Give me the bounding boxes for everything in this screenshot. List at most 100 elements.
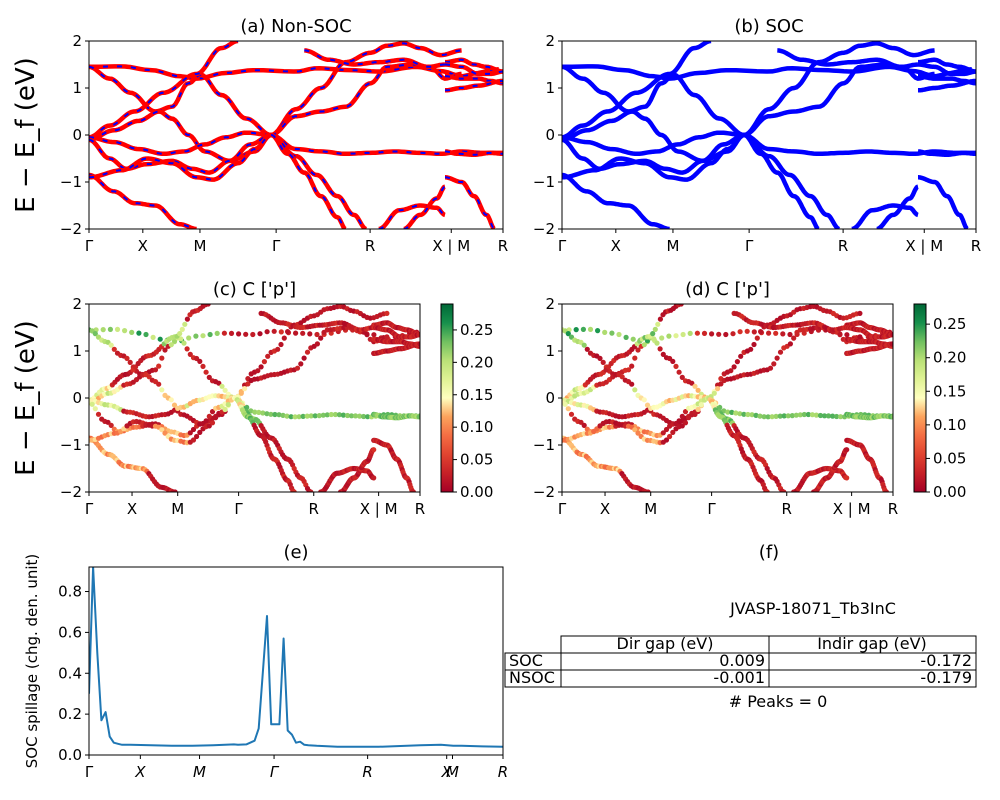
band-point [410,489,416,492]
band-point [209,420,216,426]
band-point [679,413,685,419]
band-point [348,413,355,419]
panel-c: (c) C ['p']210−1−2Γ X M Γ R X | M R0.250.200.1… [11,279,493,518]
colorbar [913,303,927,493]
colorbar-tick-label: 0.20 [933,349,966,367]
band-point [580,326,587,332]
band-point [890,341,893,347]
band-point [728,368,734,374]
band-point [670,429,676,435]
band-point [271,328,277,334]
band-point [187,351,193,357]
colorbar-tick-label: 0.25 [460,321,493,339]
band-line [874,184,920,229]
band-point [809,412,816,418]
band-point [296,414,302,420]
y-tick-label: 0.4 [58,664,82,682]
band-point [324,412,330,418]
y-tick-label: 2 [72,32,82,50]
colorbar-tick-label: 0.00 [460,483,493,501]
band-point [250,331,256,338]
band-point [654,340,660,346]
band-point [754,335,760,341]
band-point [206,413,212,419]
table-header-indir: Indir gap (eV) [817,634,927,653]
band-point [177,331,183,337]
band-point [268,411,274,417]
band-point [190,437,197,443]
band-point [344,412,351,419]
band-point [216,380,222,386]
spillage-line [89,567,503,748]
band-point [686,415,692,421]
band-point [883,489,889,492]
band-point [652,326,658,332]
table-cell [768,669,977,688]
band-point [616,331,622,338]
band-point [255,368,261,374]
x-tick-label: R [415,500,425,518]
band-point [265,353,271,359]
y-tick-label: −1 [533,436,555,454]
y-tick-label: 0 [545,389,555,407]
band-point [298,361,304,367]
band-point [89,401,95,407]
band-line-dashed [89,110,272,162]
x-tick-label: R [498,763,508,781]
x-tick-label: Γ [85,237,94,255]
band-point [301,355,307,361]
band-point [711,390,717,396]
band-point [676,369,682,375]
band-point [791,335,797,341]
band-point [651,336,657,342]
peaks-count: # Peaks = 0 [729,692,828,711]
plot-frame [561,40,977,230]
band-point [667,433,673,440]
band-point [765,414,771,420]
band-point [687,330,693,336]
band-point [679,374,685,380]
band-point [300,413,306,419]
band-line [270,41,462,138]
band-point [336,412,342,418]
band-point [205,304,211,307]
band-line [401,184,447,229]
band-point [751,341,757,348]
band-point [857,334,863,340]
band-point [159,387,165,393]
band-point [890,414,893,420]
x-tick-label: X [600,500,610,518]
y-tick-label: −2 [533,483,555,501]
colorbar-tick-label: 0.25 [933,315,966,333]
panel-d: (d) C ['p']210−1−2Γ X M Γ R X | M R0.250.200.1… [533,279,967,518]
band-line-dashed [271,63,462,136]
band-point [182,321,188,327]
colorbar-tick-label: 0.10 [933,416,966,434]
band-point [716,331,722,337]
band-line-dashed [89,65,272,136]
band-point [678,304,684,307]
x-tick-label: Γ [707,500,716,518]
band-point [264,329,270,335]
band-point [781,413,787,419]
band-point [318,335,324,341]
band-point [632,387,638,393]
band-point [680,331,686,338]
band-point [228,330,235,336]
band-point [371,475,377,481]
band-point [745,411,751,418]
x-tick-label: R [309,500,319,518]
band-point [260,410,266,416]
band-line-dashed [445,58,503,73]
band-point [179,326,185,332]
band-point [644,402,651,408]
nsoc-dir-gap: -0.001 [713,668,765,687]
colorbar-tick-label: 0.15 [460,386,493,404]
band-point [844,447,850,453]
band-line-dashed [445,176,496,229]
band-point [190,426,197,433]
band-point [749,412,755,418]
band-point [203,418,209,424]
x-tick-label: X [127,500,137,518]
band-point [242,386,248,392]
